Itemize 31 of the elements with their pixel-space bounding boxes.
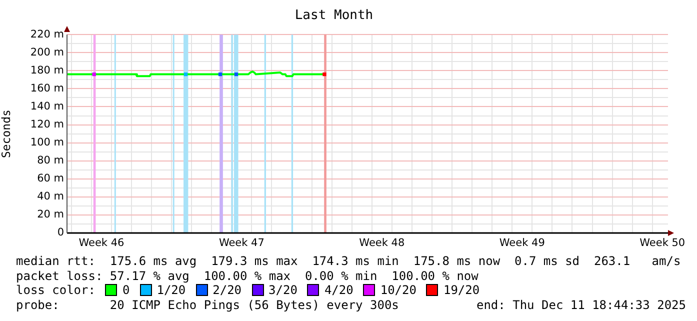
y-tick-label: 200 m (30, 46, 64, 58)
text: median rtt: 175.6 ms avg 179.3 ms max 174.3 ms min 175.8 ms now 0.7 ms sd 263.1 am/s (16, 254, 681, 268)
y-tick-label: 60 m (37, 172, 64, 185)
legend-label: 4/20 (324, 283, 354, 298)
y-tick-label: 100 m (30, 136, 64, 149)
text: end: Thu Dec 11 18:44:33 2025 (476, 298, 686, 312)
y-tick-label: 220 m (30, 28, 64, 40)
y-tick-label: 40 m (37, 190, 64, 203)
x-tick-label: Week 49 (499, 237, 545, 250)
y-tick-label: 20 m (37, 208, 64, 221)
y-tick-label: 0 (57, 226, 64, 239)
y-axis-title: Seconds (0, 110, 13, 158)
text: probe: 20 ICMP Echo Pings (56 Bytes) every 300s (16, 298, 399, 312)
y-tick-label: 80 m (37, 154, 64, 167)
legend-label: 19/20 (443, 283, 480, 298)
x-tick-label: Week 48 (359, 237, 405, 250)
legend-label: 1/20 (156, 283, 186, 298)
legend-label: 2/20 (212, 283, 242, 298)
y-tick-label: 160 m (30, 82, 64, 94)
x-tick-label: Week 47 (218, 237, 264, 250)
text: packet loss: 57.17 % avg 100.00 % max 0.00 % min 100.00 % now (16, 268, 478, 283)
x-tick-label: Week 50 (640, 237, 686, 250)
legend-title: loss color: (16, 283, 96, 298)
y-tick-label: 180 m (30, 64, 64, 76)
y-tick-label: 120 m (30, 118, 64, 131)
x-tick-label: Week 46 (78, 237, 124, 250)
legend-label: 10/20 (380, 283, 416, 298)
legend-label: 0 (122, 283, 130, 298)
y-tick-label: 140 m (30, 100, 64, 112)
legend-label: 3/20 (268, 283, 298, 298)
chart-title: Last Month (294, 8, 374, 24)
